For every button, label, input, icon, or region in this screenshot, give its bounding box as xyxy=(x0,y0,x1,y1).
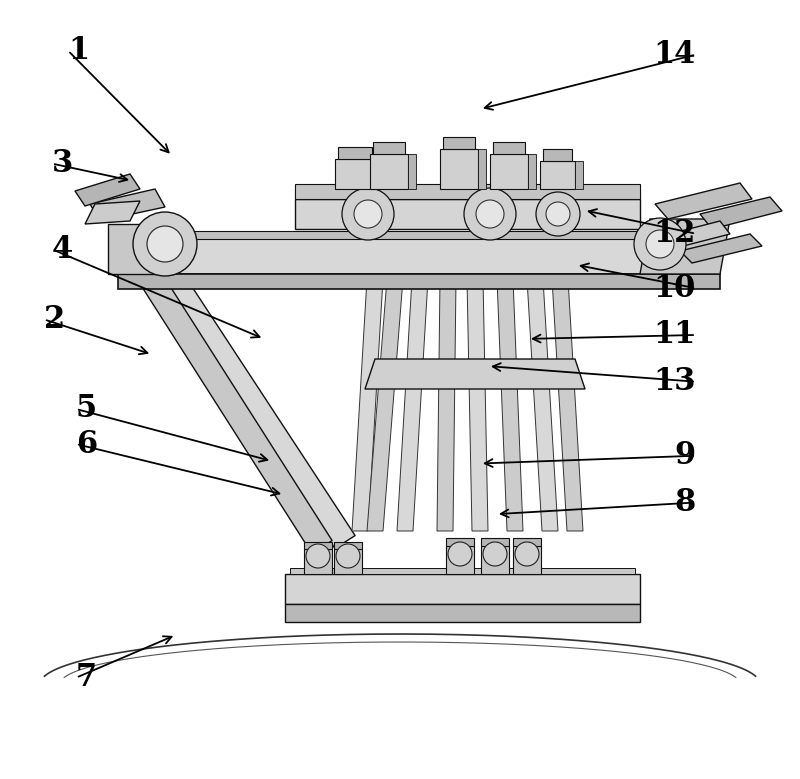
Polygon shape xyxy=(490,154,528,189)
Text: 5: 5 xyxy=(76,393,97,425)
Text: 14: 14 xyxy=(654,39,696,70)
Polygon shape xyxy=(513,538,541,546)
Polygon shape xyxy=(370,154,408,189)
Text: 13: 13 xyxy=(654,366,696,397)
Circle shape xyxy=(515,542,539,566)
Polygon shape xyxy=(540,161,575,189)
Text: 7: 7 xyxy=(76,662,97,693)
Polygon shape xyxy=(680,234,762,263)
Polygon shape xyxy=(85,201,140,224)
Polygon shape xyxy=(285,574,640,604)
Polygon shape xyxy=(478,149,486,189)
Circle shape xyxy=(546,202,570,226)
Polygon shape xyxy=(528,154,536,189)
Polygon shape xyxy=(700,197,782,229)
Polygon shape xyxy=(334,549,362,574)
Polygon shape xyxy=(443,137,475,149)
Polygon shape xyxy=(446,546,474,574)
Polygon shape xyxy=(304,542,332,549)
Polygon shape xyxy=(75,174,140,206)
Polygon shape xyxy=(373,142,405,154)
Circle shape xyxy=(147,226,183,262)
Polygon shape xyxy=(497,279,523,531)
Polygon shape xyxy=(138,267,332,553)
Polygon shape xyxy=(334,542,362,549)
Polygon shape xyxy=(352,279,383,531)
Polygon shape xyxy=(128,231,710,239)
Polygon shape xyxy=(118,274,720,289)
Circle shape xyxy=(354,200,382,228)
Polygon shape xyxy=(290,568,635,574)
Polygon shape xyxy=(375,159,383,189)
Polygon shape xyxy=(481,546,509,574)
Polygon shape xyxy=(108,224,173,274)
Polygon shape xyxy=(367,279,403,531)
Polygon shape xyxy=(437,279,456,531)
Text: 3: 3 xyxy=(52,148,74,179)
Circle shape xyxy=(306,544,330,568)
Circle shape xyxy=(342,188,394,240)
Text: 2: 2 xyxy=(44,304,66,335)
Polygon shape xyxy=(650,221,730,252)
Polygon shape xyxy=(552,279,583,531)
Circle shape xyxy=(336,544,360,568)
Circle shape xyxy=(646,230,674,258)
Text: 10: 10 xyxy=(654,273,696,304)
Circle shape xyxy=(634,218,686,270)
Polygon shape xyxy=(397,279,428,531)
Polygon shape xyxy=(118,239,720,274)
Polygon shape xyxy=(493,142,525,154)
Polygon shape xyxy=(513,546,541,574)
Polygon shape xyxy=(90,189,165,221)
Polygon shape xyxy=(295,199,640,229)
Text: 4: 4 xyxy=(52,234,74,265)
Text: 6: 6 xyxy=(76,428,97,460)
Text: 9: 9 xyxy=(675,440,696,471)
Polygon shape xyxy=(335,159,375,189)
Circle shape xyxy=(448,542,472,566)
Text: 12: 12 xyxy=(654,218,696,249)
Polygon shape xyxy=(446,538,474,546)
Text: 1: 1 xyxy=(68,35,89,66)
Polygon shape xyxy=(655,183,752,219)
Polygon shape xyxy=(527,279,558,531)
Polygon shape xyxy=(304,549,332,574)
Polygon shape xyxy=(408,154,416,189)
Polygon shape xyxy=(365,359,585,389)
Polygon shape xyxy=(338,147,372,159)
Circle shape xyxy=(536,192,580,236)
Polygon shape xyxy=(543,149,572,161)
Polygon shape xyxy=(481,538,509,546)
Polygon shape xyxy=(440,149,478,189)
Polygon shape xyxy=(156,263,355,548)
Polygon shape xyxy=(295,184,640,199)
Polygon shape xyxy=(575,161,583,189)
Polygon shape xyxy=(285,604,640,622)
Polygon shape xyxy=(467,279,488,531)
Circle shape xyxy=(464,188,516,240)
Polygon shape xyxy=(295,189,640,199)
Text: 11: 11 xyxy=(654,319,696,351)
Circle shape xyxy=(483,542,507,566)
Circle shape xyxy=(133,212,197,276)
Circle shape xyxy=(476,200,504,228)
Polygon shape xyxy=(640,219,730,274)
Text: 8: 8 xyxy=(674,487,696,518)
